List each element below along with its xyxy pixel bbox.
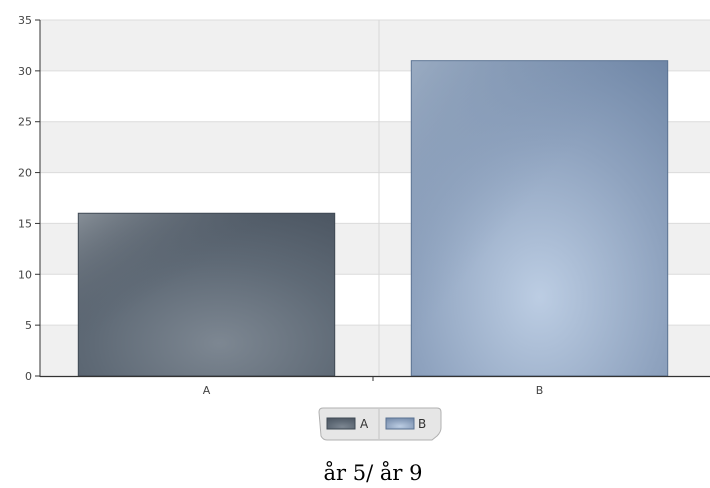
bar-highlight-a — [78, 213, 335, 376]
chart-caption: år 5/ år 9 — [324, 461, 423, 485]
y-tick-label-25: 25 — [18, 116, 32, 129]
legend-swatch-b — [385, 417, 415, 430]
bars — [77, 60, 669, 377]
y-tick-label-10: 10 — [18, 268, 32, 281]
y-tick-label-20: 20 — [18, 167, 32, 180]
legend-box — [318, 407, 442, 441]
y-tick-label-35: 35 — [18, 14, 32, 27]
legend-swatch-a — [326, 417, 356, 430]
x-tick-label-b: B — [536, 384, 544, 397]
y-axis-ticks: 0 5 10 15 20 25 30 35 — [18, 14, 40, 383]
y-tick-label-30: 30 — [18, 65, 32, 78]
legend-label-b: B — [418, 417, 426, 431]
legend: A B — [318, 407, 442, 441]
x-tick-label-a: A — [203, 384, 211, 397]
bar-highlight-b — [411, 61, 668, 376]
y-tick-label-5: 5 — [25, 319, 32, 332]
y-tick-label-15: 15 — [18, 217, 32, 230]
legend-label-a: A — [360, 417, 369, 431]
y-tick-label-0: 0 — [25, 370, 32, 383]
